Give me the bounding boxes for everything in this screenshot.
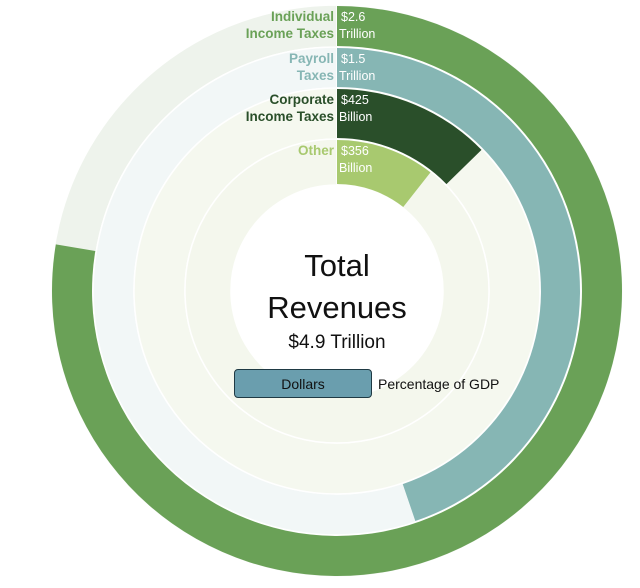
dollars-toggle-label: Dollars	[281, 375, 325, 392]
other-bar[interactable]	[337, 140, 431, 207]
individual-value-label-line1: $2.6	[341, 10, 365, 24]
individual-category-label-line2: Income Taxes	[246, 26, 334, 41]
payroll-category-label-line2: Taxes	[297, 68, 334, 83]
other-value-label-line1: $356	[341, 144, 369, 158]
payroll-value-label-line1: $1.5	[341, 52, 365, 66]
payroll-value-label-line2: Trillion	[339, 69, 375, 83]
individual-value-label-line2: Trillion	[339, 27, 375, 41]
center-title-line2: Revenues	[267, 290, 407, 325]
individual-category-label-line1: Individual	[271, 9, 334, 24]
center-label: Total Revenues $4.9 Trillion	[267, 248, 407, 353]
corporate-category-label-line2: Income Taxes	[246, 109, 334, 124]
dollars-toggle-button[interactable]: Dollars	[234, 369, 372, 398]
corporate-value-label-line1: $425	[341, 93, 369, 107]
corporate-value-label-line2: Billion	[339, 110, 372, 124]
payroll-bar[interactable]	[337, 48, 580, 522]
other-track	[184, 138, 490, 444]
other-value-label-line2: Billion	[339, 161, 372, 175]
payroll-category-label-line1: Payroll	[289, 51, 334, 66]
corporate-category-label-line1: Corporate	[269, 92, 334, 107]
ring-bars	[51, 6, 622, 577]
corporate-bar[interactable]	[337, 89, 482, 185]
ring-tracks	[50, 4, 624, 578]
center-total-value: $4.9 Trillion	[288, 332, 385, 353]
percentage-of-gdp-toggle[interactable]: Percentage of GDP	[378, 376, 500, 392]
other-category-label-line1: Other	[298, 143, 335, 158]
center-title-line1: Total	[304, 248, 369, 283]
ring-labels: Individual Income Taxes $2.6 Trillion Payrol…	[246, 9, 376, 175]
